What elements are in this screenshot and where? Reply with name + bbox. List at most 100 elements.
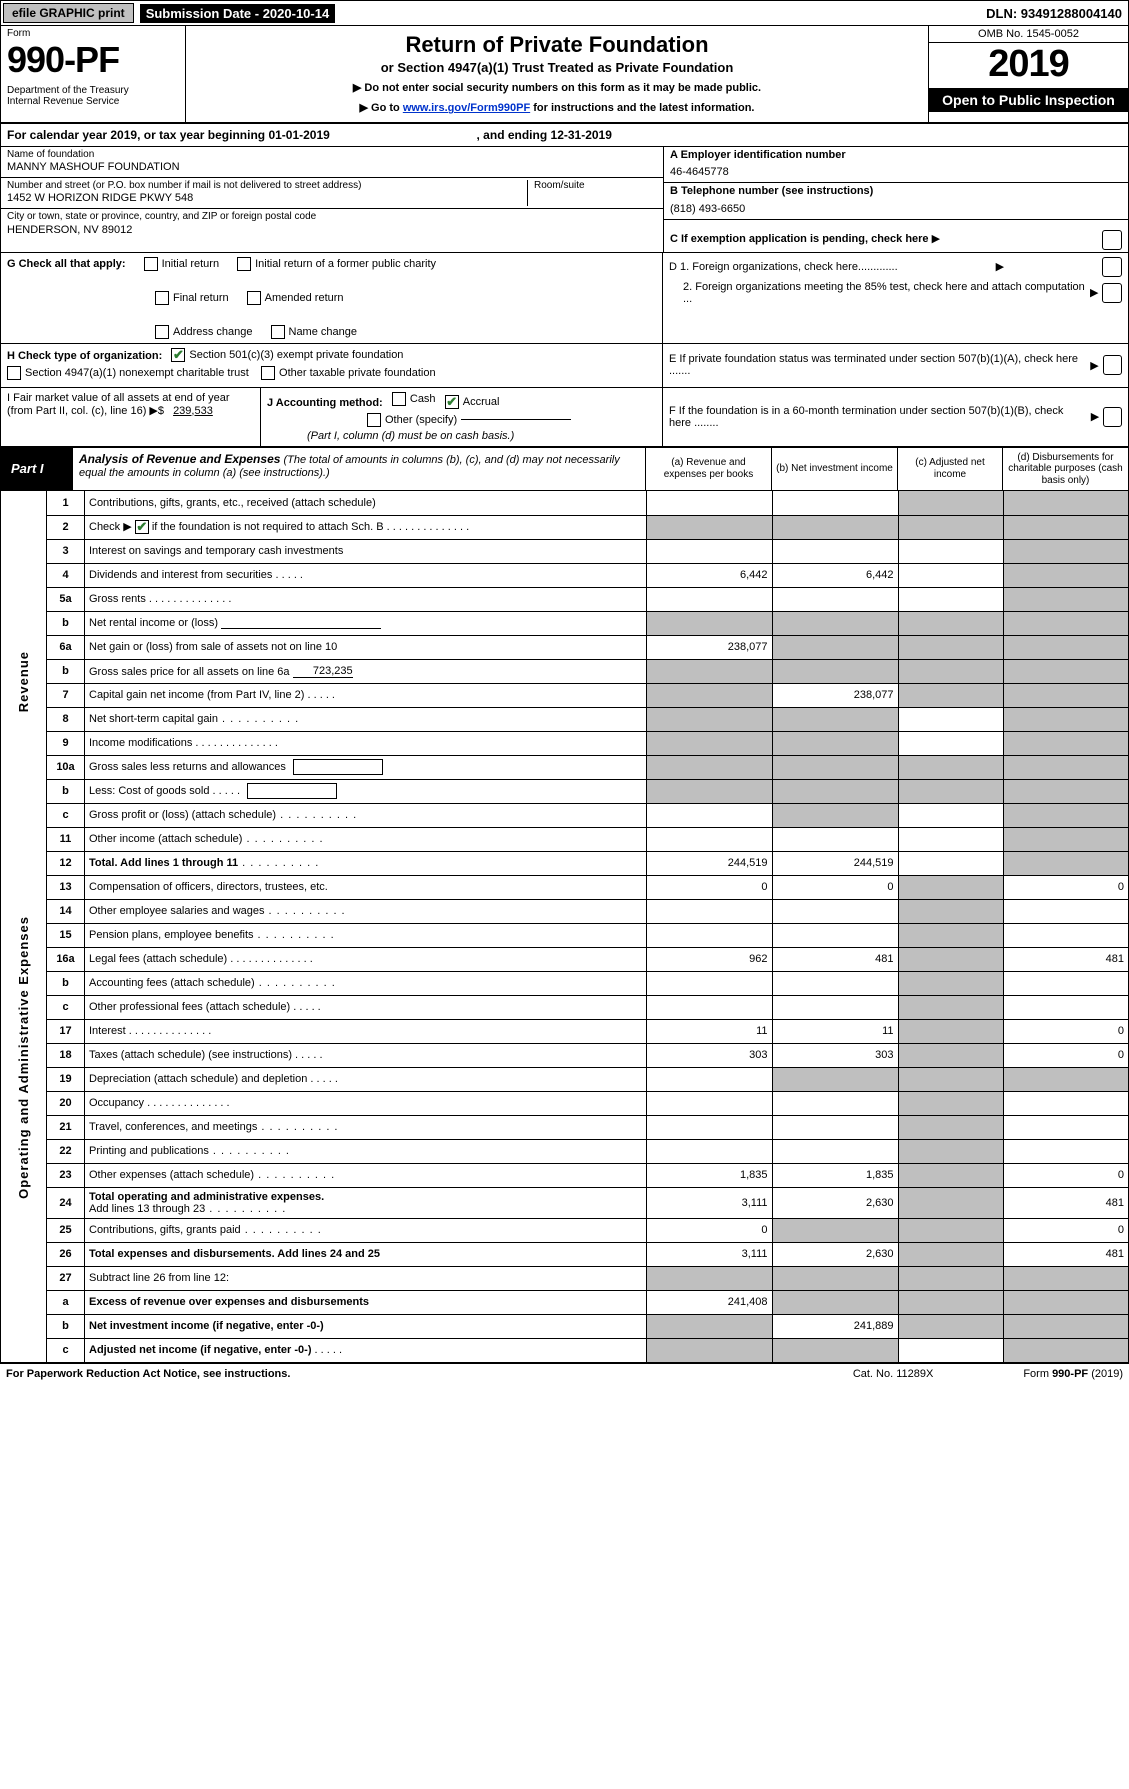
dln: DLN: 93491288004140 <box>980 4 1128 23</box>
d2-text: 2. Foreign organizations meeting the 85%… <box>669 281 1086 305</box>
col-b-header: (b) Net investment income <box>772 448 898 491</box>
form-header: Form 990-PF Department of the Treasury I… <box>1 26 1128 124</box>
r14-desc: Other employee salaries and wages <box>85 899 647 923</box>
row-11: 11Other income (attach schedule) <box>1 827 1128 851</box>
row-26: 26Total expenses and disbursements. Add … <box>1 1242 1128 1266</box>
r3-desc: Interest on savings and temporary cash i… <box>85 539 647 563</box>
r10c-desc: Gross profit or (loss) (attach schedule) <box>85 803 647 827</box>
row-9: 9Income modifications <box>1 731 1128 755</box>
row-17: 17Interest11110 <box>1 1019 1128 1043</box>
col-c-header: (c) Adjusted net income <box>898 448 1003 491</box>
row-20: 20Occupancy <box>1 1091 1128 1115</box>
form-number: 990-PF <box>7 39 179 81</box>
r5b-desc: Net rental income or (loss) <box>85 611 647 635</box>
r7-desc: Capital gain net income (from Part IV, l… <box>85 683 647 707</box>
footer-right: Form 990-PF (2019) <box>1023 1368 1123 1380</box>
row-27c: cAdjusted net income (if negative, enter… <box>1 1338 1128 1362</box>
checkbox-f[interactable] <box>1103 407 1122 427</box>
g-opt-4: Address change <box>173 326 253 338</box>
row-13: Operating and Administrative Expenses 13… <box>1 875 1128 899</box>
cal-end: , and ending 12-31-2019 <box>477 128 612 142</box>
r4-desc: Dividends and interest from securities <box>85 563 647 587</box>
room-label: Room/suite <box>534 180 657 193</box>
g-initial[interactable]: Initial return <box>144 257 219 271</box>
instr-2-post: for instructions and the latest informat… <box>530 102 754 114</box>
row-5a: 5aGross rents <box>1 587 1128 611</box>
note-c-text: C If exemption application is pending, c… <box>670 233 929 245</box>
h-other-taxable[interactable]: Other taxable private foundation <box>261 366 436 380</box>
tel-label: B Telephone number (see instructions) <box>670 185 873 197</box>
j-accrual[interactable]: Accrual <box>445 395 500 409</box>
row-12: 12Total. Add lines 1 through 11244,51924… <box>1 851 1128 875</box>
g-initial-former[interactable]: Initial return of a former public charit… <box>237 257 436 271</box>
checkbox-e[interactable] <box>1103 355 1122 375</box>
part-i-label: Part I <box>1 448 73 491</box>
row-8: 8Net short-term capital gain <box>1 707 1128 731</box>
row-27: 27Subtract line 26 from line 12: <box>1 1266 1128 1290</box>
row-5b: bNet rental income or (loss) <box>1 611 1128 635</box>
tel-value: (818) 493-6650 <box>670 199 1122 217</box>
row-6a: 6aNet gain or (loss) from sale of assets… <box>1 635 1128 659</box>
section-d: D 1. Foreign organizations, check here..… <box>663 253 1128 343</box>
row-16a: 16aLegal fees (attach schedule)962481481 <box>1 947 1128 971</box>
section-g: G Check all that apply: Initial return I… <box>1 253 663 343</box>
g-name-change[interactable]: Name change <box>271 325 358 339</box>
g-label: G Check all that apply: <box>7 258 126 270</box>
section-f: F If the foundation is in a 60-month ter… <box>663 388 1128 446</box>
note-c: C If exemption application is pending, c… <box>664 220 1128 252</box>
r20-desc: Occupancy <box>85 1091 647 1115</box>
r17-desc: Interest <box>85 1019 647 1043</box>
h-4947[interactable]: Section 4947(a)(1) nonexempt charitable … <box>7 366 249 380</box>
r21-desc: Travel, conferences, and meetings <box>85 1115 647 1139</box>
top-bar: efile GRAPHIC print Submission Date - 20… <box>1 1 1128 26</box>
addr-label: Number and street (or P.O. box number if… <box>7 180 527 193</box>
row-2: 2Check ▶ if the foundation is not requir… <box>1 515 1128 539</box>
i-value: 239,533 <box>167 405 219 417</box>
part-i-header: Part I Analysis of Revenue and Expenses … <box>1 448 1128 492</box>
r27c-desc: Adjusted net income (if negative, enter … <box>85 1338 647 1362</box>
row-1: Revenue 1Contributions, gifts, grants, e… <box>1 491 1128 515</box>
r5a-desc: Gross rents <box>85 587 647 611</box>
footer-left: For Paperwork Reduction Act Notice, see … <box>6 1368 290 1380</box>
r24-desc: Total operating and administrative expen… <box>85 1187 647 1218</box>
row-3: 3Interest on savings and temporary cash … <box>1 539 1128 563</box>
form-wrapper: efile GRAPHIC print Submission Date - 20… <box>0 0 1129 1364</box>
revenue-side-label: Revenue <box>1 491 47 875</box>
city-state-zip: HENDERSON, NV 89012 <box>7 224 657 238</box>
row-10c: cGross profit or (loss) (attach schedule… <box>1 803 1128 827</box>
r8-desc: Net short-term capital gain <box>85 707 647 731</box>
section-j: J Accounting method: Cash Accrual Other … <box>261 388 662 446</box>
g-opt-0: Initial return <box>162 258 219 270</box>
h-opt-1: Section 501(c)(3) exempt private foundat… <box>189 349 403 361</box>
section-i: I Fair market value of all assets at end… <box>1 388 261 446</box>
g-amended[interactable]: Amended return <box>247 291 344 305</box>
schb-checkbox[interactable] <box>135 520 149 534</box>
submission-date: Submission Date - 2020-10-14 <box>140 4 336 23</box>
row-7: 7Capital gain net income (from Part IV, … <box>1 683 1128 707</box>
page-footer: For Paperwork Reduction Act Notice, see … <box>0 1364 1129 1384</box>
checkbox-d1[interactable] <box>1102 257 1122 277</box>
j-cash[interactable]: Cash <box>392 392 436 406</box>
g-final[interactable]: Final return <box>155 291 229 305</box>
checkbox-c[interactable] <box>1102 230 1122 250</box>
row-21: 21Travel, conferences, and meetings <box>1 1115 1128 1139</box>
r26-desc: Total expenses and disbursements. Add li… <box>85 1242 647 1266</box>
cal-begin: For calendar year 2019, or tax year begi… <box>7 128 330 142</box>
irs-link[interactable]: www.irs.gov/Form990PF <box>403 102 530 114</box>
j-other-lbl: Other (specify) <box>385 414 457 426</box>
r9-desc: Income modifications <box>85 731 647 755</box>
r27a-desc: Excess of revenue over expenses and disb… <box>85 1290 647 1314</box>
h-501c3[interactable]: Section 501(c)(3) exempt private foundat… <box>171 348 403 362</box>
efile-print-button[interactable]: efile GRAPHIC print <box>3 3 134 23</box>
r16a-desc: Legal fees (attach schedule) <box>85 947 647 971</box>
form-label: Form <box>7 28 179 39</box>
col-d-header: (d) Disbursements for charitable purpose… <box>1003 448 1128 491</box>
r27b-desc: Net investment income (if negative, ente… <box>85 1314 647 1338</box>
checkbox-d2[interactable] <box>1102 283 1122 303</box>
r27-desc: Subtract line 26 from line 12: <box>85 1266 647 1290</box>
r2-desc: Check ▶ if the foundation is not require… <box>85 515 647 539</box>
j-other[interactable]: Other (specify) <box>367 413 571 427</box>
form-subtitle: or Section 4947(a)(1) Trust Treated as P… <box>194 60 920 75</box>
g-addr-change[interactable]: Address change <box>155 325 253 339</box>
row-15: 15Pension plans, employee benefits <box>1 923 1128 947</box>
